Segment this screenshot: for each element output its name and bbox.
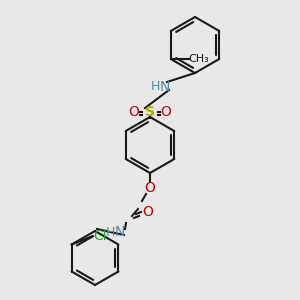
Text: O: O [160, 105, 171, 119]
Text: O: O [129, 105, 140, 119]
Text: Cl: Cl [94, 230, 107, 244]
Text: H: H [150, 80, 160, 94]
Text: O: O [145, 181, 155, 195]
Text: S: S [145, 105, 155, 119]
Text: N: N [115, 225, 125, 239]
Text: CH₃: CH₃ [189, 54, 209, 64]
Text: N: N [160, 80, 170, 94]
Text: H: H [105, 226, 115, 238]
Text: O: O [142, 205, 153, 219]
